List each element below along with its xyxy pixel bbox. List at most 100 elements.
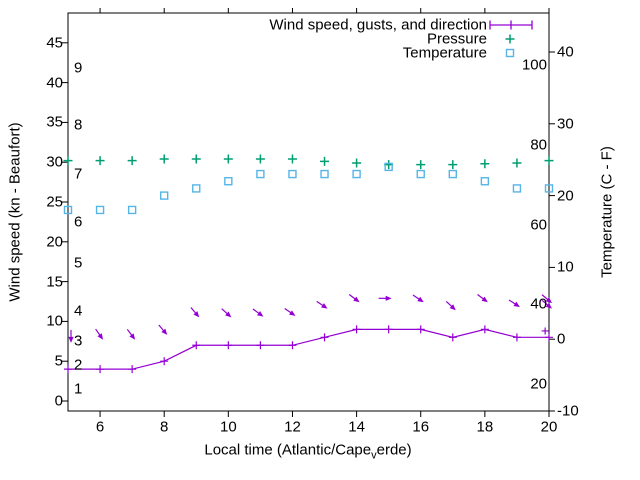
temperature-point [127, 205, 137, 215]
wind-direction-arrow-shaft [221, 308, 229, 315]
temperature-point [448, 169, 457, 179]
wind-point-marker [192, 341, 201, 350]
wind-direction-arrow-head [289, 310, 296, 316]
pressure-point [223, 154, 233, 164]
pressure-point [352, 158, 362, 168]
x-tick-label: 16 [412, 418, 430, 436]
pressure-point [480, 159, 490, 169]
wind-direction-arrow-shaft [541, 294, 549, 301]
wind-direction-arrow-head [161, 328, 168, 335]
legend-sample-temperature-square [505, 48, 515, 58]
beaufort-scale-label: 6 [74, 213, 83, 231]
pressure-point [512, 158, 522, 168]
y-left-tick-label: 0 [54, 392, 63, 410]
wind-direction-arrow-head [129, 333, 136, 340]
pressure-point [63, 156, 73, 166]
wind-direction-arrow-shaft [508, 299, 517, 305]
wind-direction-arrow-head [68, 336, 74, 343]
y-right-tick-label: 40 [557, 43, 574, 61]
y-right-tick-label: 10 [557, 258, 574, 276]
beaufort-scale-label: 1 [74, 380, 83, 398]
wind-point-marker [96, 365, 105, 374]
y-right-tick-label: 30 [557, 115, 574, 133]
y-left-tick-label: 20 [46, 233, 63, 251]
wind-point-marker [288, 341, 297, 350]
beaufort-scale-label: 4 [74, 302, 83, 320]
beaufort-scale-label: 7 [74, 165, 83, 183]
wind-point-marker [256, 341, 265, 350]
wind-point-marker [352, 325, 361, 334]
wind-point-marker [128, 365, 137, 374]
wind-direction-arrow-shaft [541, 299, 549, 306]
x-axis-title-subscript: v [371, 449, 377, 462]
temperature-point [95, 205, 105, 215]
x-axis-title: Local time (Atlantic/Capeverde) [204, 443, 411, 462]
pressure-point [255, 154, 265, 164]
x-axis-title-text: Local time (Atlantic/Cape [204, 441, 372, 459]
wind-point-marker [416, 325, 425, 334]
y-left-tick-label: 45 [46, 34, 63, 52]
wind-direction-arrow-shaft [412, 294, 420, 300]
y-left-tick-label: 35 [46, 113, 63, 131]
fahrenheit-scale-label: 80 [530, 136, 547, 154]
y-right-axis-title: Temperature (C - F) [598, 146, 616, 278]
beaufort-scale-label: 5 [74, 254, 83, 272]
x-tick-label: 18 [476, 418, 494, 436]
pressure-point [320, 156, 330, 166]
wind-direction-arrow-head [385, 295, 392, 301]
temperature-point [256, 169, 265, 179]
wind-direction-arrow-head [545, 297, 552, 304]
fahrenheit-scale-label: 60 [530, 216, 547, 233]
wind-point-marker [512, 333, 521, 342]
x-tick-label: 6 [95, 418, 105, 436]
pressure-point [127, 156, 137, 166]
wind-point-marker [448, 333, 457, 342]
wind-direction-arrow-head [321, 303, 328, 309]
legend-label-wind: Wind speed, gusts, and direction [269, 16, 487, 34]
x-tick-label: 20 [540, 418, 558, 436]
wind-direction-arrow-head [513, 301, 520, 308]
wind-direction-arrow-shaft [190, 307, 197, 314]
temperature-point [352, 169, 361, 179]
wind-direction-arrow-head [353, 296, 360, 303]
x-axis-title-text-end: erde) [376, 441, 412, 459]
x-tick-label: 12 [284, 418, 301, 436]
temperature-point [544, 184, 554, 193]
pressure-point [416, 160, 426, 170]
wind-point-marker [384, 325, 393, 334]
pressure-point [544, 156, 554, 166]
y-left-tick-label: 30 [46, 153, 63, 171]
beaufort-scale-label: 9 [74, 59, 83, 77]
legend-label-temperature: Temperature [402, 44, 487, 62]
temperature-point [416, 169, 425, 179]
temperature-point [480, 177, 490, 186]
wind-direction-arrow-shaft [95, 328, 101, 336]
wind-direction-arrow-head [449, 304, 456, 311]
wind-direction-arrow-shaft [316, 300, 324, 307]
y-left-tick-label: 5 [54, 352, 63, 370]
pressure-point [287, 154, 297, 164]
temperature-point [159, 191, 169, 200]
x-tick-label: 8 [160, 418, 169, 436]
wind-direction-arrow-head [225, 311, 232, 318]
pressure-point [448, 160, 458, 170]
x-tick-label: 14 [348, 418, 365, 436]
y-right-tick-label: 20 [557, 187, 574, 205]
wind-direction-arrow-head [417, 296, 424, 303]
pressure-point [191, 154, 201, 164]
fahrenheit-scale-label: 100 [521, 56, 547, 74]
wind-direction-arrow-shaft [348, 293, 356, 300]
y-right-tick-label: 0 [557, 330, 566, 348]
wind-direction-arrow-shaft [158, 324, 165, 332]
wind-direction-arrow-head [97, 333, 104, 340]
wind-direction-arrow-shaft [477, 293, 485, 300]
wind-point-marker [224, 341, 233, 350]
y-left-tick-label: 15 [46, 273, 63, 291]
legend-sample-wind-errorbar [489, 20, 533, 30]
wind-direction-arrow-head [545, 302, 552, 309]
wind-direction-arrow-shaft [284, 308, 292, 314]
y-left-axis-title: Wind speed (kn - Beaufort) [6, 122, 24, 302]
legend-label-pressure: Pressure [426, 30, 487, 48]
